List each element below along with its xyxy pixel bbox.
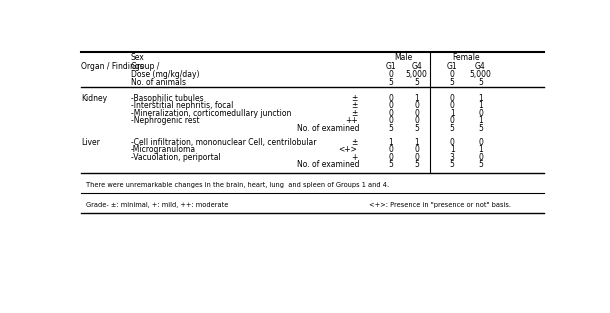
Text: 5,000: 5,000 <box>406 70 428 79</box>
Text: <+>: <+> <box>339 145 357 154</box>
Text: Female: Female <box>453 53 480 62</box>
Text: Group /: Group / <box>131 63 159 71</box>
Text: 5: 5 <box>388 124 393 133</box>
Text: G1: G1 <box>386 63 396 71</box>
Text: ±: ± <box>351 109 357 118</box>
Text: 5: 5 <box>414 124 419 133</box>
Text: Kidney: Kidney <box>81 94 107 103</box>
Text: 0: 0 <box>388 116 393 125</box>
Text: 0: 0 <box>414 101 419 110</box>
Text: -Interstitial nephritis, focal: -Interstitial nephritis, focal <box>131 101 233 110</box>
Text: G1: G1 <box>447 63 458 71</box>
Text: ±: ± <box>351 101 357 110</box>
Text: 0: 0 <box>450 138 454 147</box>
Text: 0: 0 <box>450 94 454 103</box>
Text: G4: G4 <box>475 63 486 71</box>
Text: Dose (mg/kg/day): Dose (mg/kg/day) <box>131 70 199 79</box>
Text: There were unremarkable changes in the brain, heart, lung  and spleen of Groups : There were unremarkable changes in the b… <box>85 182 389 187</box>
Text: Sex: Sex <box>131 53 145 62</box>
Text: 0: 0 <box>478 138 483 147</box>
Text: 5: 5 <box>414 78 419 87</box>
Text: -Vacuolation, periportal: -Vacuolation, periportal <box>131 153 220 162</box>
Text: 1: 1 <box>478 145 483 154</box>
Text: No. of examined: No. of examined <box>298 124 360 133</box>
Text: Liver: Liver <box>81 138 100 147</box>
Text: -Mineralization, corticomedullary junction: -Mineralization, corticomedullary juncti… <box>131 109 291 118</box>
Text: 1: 1 <box>450 145 454 154</box>
Text: 0: 0 <box>450 70 454 79</box>
Text: 0: 0 <box>388 101 393 110</box>
Text: ++: ++ <box>345 116 357 125</box>
Text: 0: 0 <box>450 101 454 110</box>
Text: 5: 5 <box>414 160 419 169</box>
Text: 0: 0 <box>388 70 393 79</box>
Text: 0: 0 <box>478 109 483 118</box>
Text: 0: 0 <box>388 109 393 118</box>
Text: 0: 0 <box>414 116 419 125</box>
Text: ±: ± <box>351 94 357 103</box>
Text: 0: 0 <box>450 116 454 125</box>
Text: 1: 1 <box>478 94 483 103</box>
Text: 5: 5 <box>450 124 454 133</box>
Text: 0: 0 <box>388 145 393 154</box>
Text: 1: 1 <box>478 101 483 110</box>
Text: 0: 0 <box>388 153 393 162</box>
Text: +: + <box>351 153 357 162</box>
Text: Male: Male <box>395 53 413 62</box>
Text: 5: 5 <box>450 160 454 169</box>
Text: <+>: Presence in "presence or not" basis.: <+>: Presence in "presence or not" basis… <box>370 202 511 208</box>
Text: No. of animals: No. of animals <box>131 78 185 87</box>
Text: 5,000: 5,000 <box>470 70 492 79</box>
Text: No. of examined: No. of examined <box>298 160 360 169</box>
Text: 5: 5 <box>388 78 393 87</box>
Text: 5: 5 <box>478 78 483 87</box>
Text: -Microgranuloma: -Microgranuloma <box>131 145 196 154</box>
Text: ±: ± <box>351 138 357 147</box>
Text: 5: 5 <box>478 124 483 133</box>
Text: 0: 0 <box>414 109 419 118</box>
Text: 1: 1 <box>414 94 419 103</box>
Text: -Nephrogenic rest: -Nephrogenic rest <box>131 116 199 125</box>
Text: 1: 1 <box>450 109 454 118</box>
Text: 0: 0 <box>414 145 419 154</box>
Text: G4: G4 <box>411 63 422 71</box>
Text: 1: 1 <box>388 138 393 147</box>
Text: 1: 1 <box>478 116 483 125</box>
Text: -Cell infiltration, mononuclear Cell, centrilobular: -Cell infiltration, mononuclear Cell, ce… <box>131 138 316 147</box>
Text: 1: 1 <box>414 138 419 147</box>
Text: Grade- ±: minimal, +: mild, ++: moderate: Grade- ±: minimal, +: mild, ++: moderate <box>85 202 228 208</box>
Text: 0: 0 <box>388 94 393 103</box>
Text: 0: 0 <box>414 153 419 162</box>
Text: 0: 0 <box>478 153 483 162</box>
Text: 3: 3 <box>450 153 454 162</box>
Text: Organ / Findings: Organ / Findings <box>81 63 144 71</box>
Text: 5: 5 <box>388 160 393 169</box>
Text: 5: 5 <box>478 160 483 169</box>
Text: -Basophilic tubules: -Basophilic tubules <box>131 94 203 103</box>
Text: 5: 5 <box>450 78 454 87</box>
